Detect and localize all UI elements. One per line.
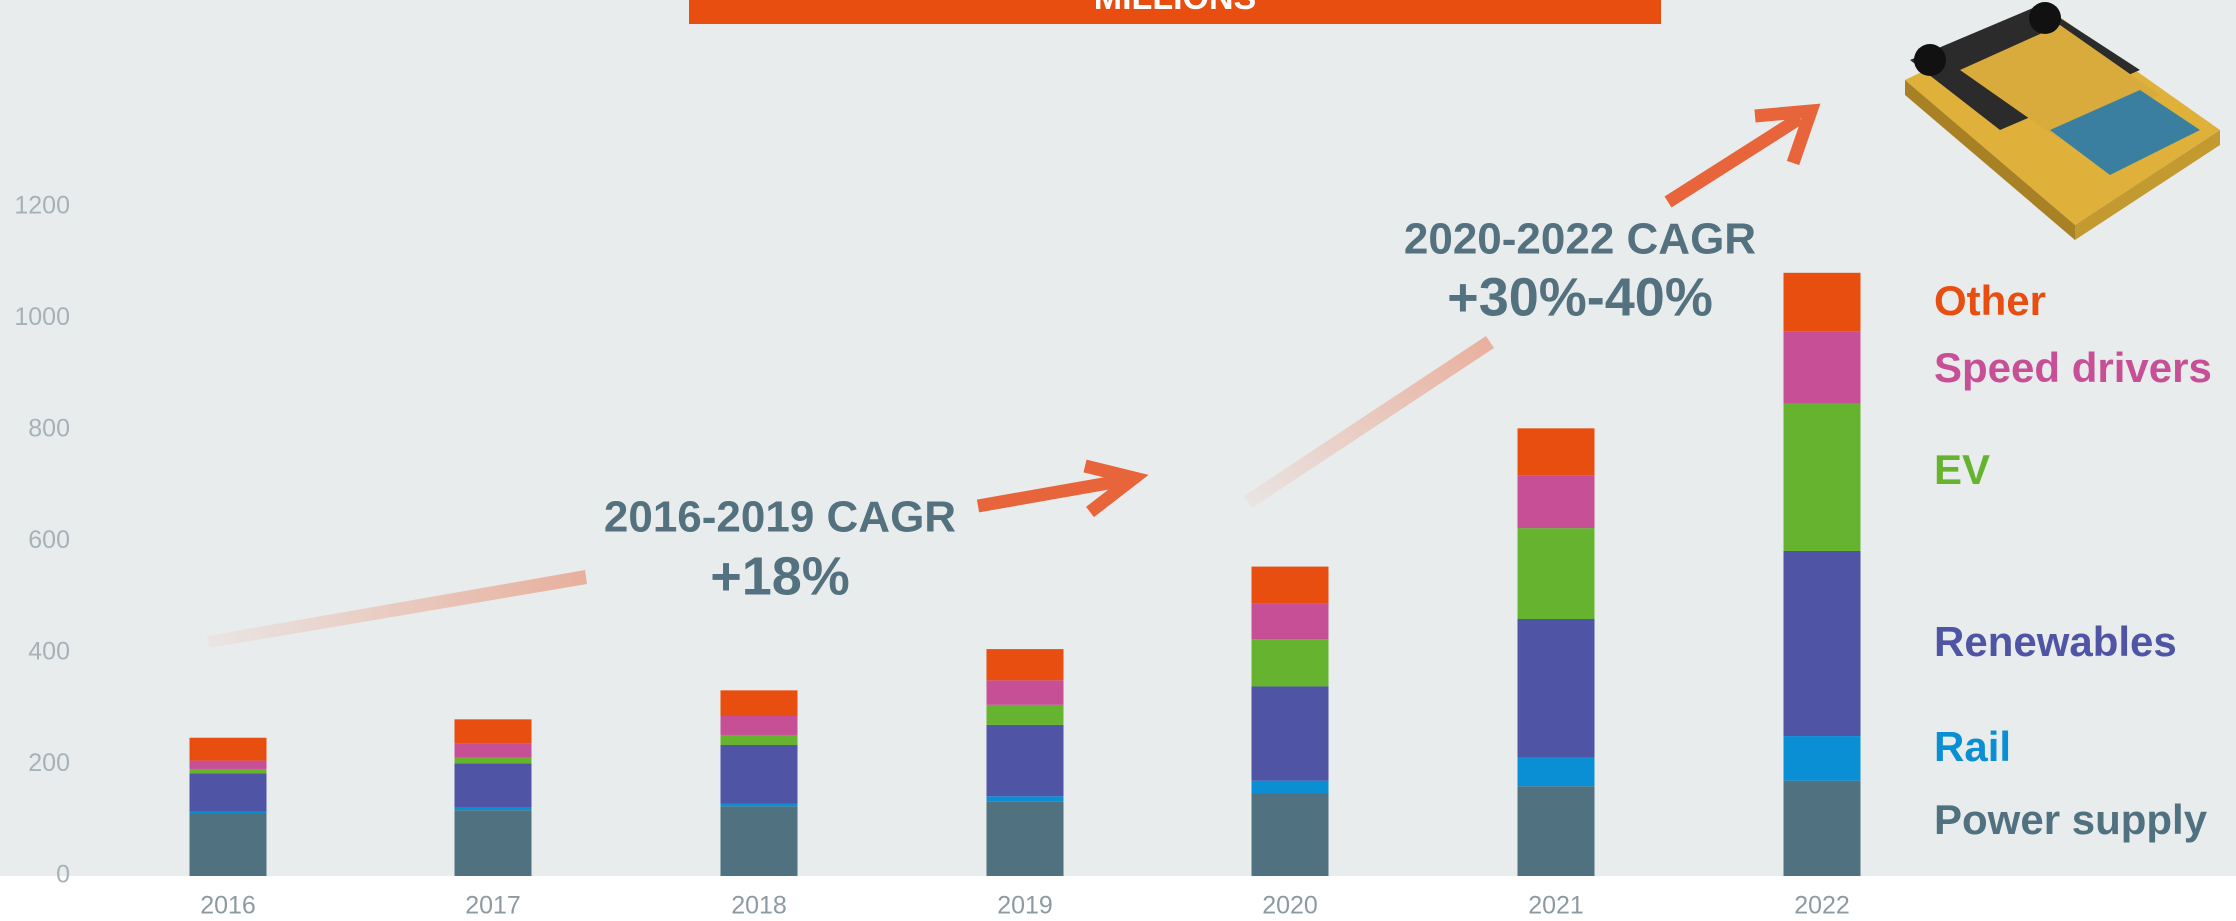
legend-label: Other xyxy=(1934,277,2046,324)
bar-segment xyxy=(1251,603,1329,640)
bar-segment xyxy=(720,803,798,807)
bar-segment xyxy=(720,806,798,876)
bar-segment xyxy=(1517,786,1595,876)
arrow-head xyxy=(1083,459,1149,518)
chart-title: MILLIONS xyxy=(1094,0,1256,17)
bar-segment xyxy=(1783,736,1861,781)
bar-segment xyxy=(1783,780,1861,876)
bar-segment xyxy=(720,715,798,735)
bar-segment xyxy=(454,719,532,744)
bar-segment xyxy=(1251,780,1329,794)
y-tick-label: 1000 xyxy=(14,303,70,331)
bar-segment xyxy=(454,810,532,876)
bar-segment xyxy=(1517,428,1595,476)
module-illustration xyxy=(1905,2,2220,240)
bar-segment xyxy=(720,734,798,745)
bar-segment xyxy=(1517,475,1595,529)
bar-segment xyxy=(986,649,1064,681)
bar-segment xyxy=(454,807,532,811)
bar-segment xyxy=(189,813,267,876)
bar-segment xyxy=(1517,757,1595,787)
y-tick-label: 0 xyxy=(56,861,70,889)
trend-fade xyxy=(1244,336,1494,508)
annotation: +30%-40% xyxy=(1447,267,1713,327)
title-banner xyxy=(689,0,1661,24)
annotation: +18% xyxy=(710,546,850,606)
x-tick-label: 2016 xyxy=(200,892,256,920)
bar-segment xyxy=(1251,793,1329,876)
bar-segment xyxy=(454,743,532,758)
y-tick-label: 400 xyxy=(28,638,70,666)
bar-segment xyxy=(1251,686,1329,781)
plot-background xyxy=(0,0,2236,876)
bar-segment xyxy=(986,796,1064,802)
bar-segment xyxy=(189,768,267,774)
y-tick-label: 800 xyxy=(28,415,70,443)
legend-label: Speed drivers xyxy=(1934,344,2212,391)
bar-segment xyxy=(720,744,798,804)
bar-segment xyxy=(720,690,798,716)
bar-segment xyxy=(189,811,267,814)
bar-segment xyxy=(1517,618,1595,758)
bar-segment xyxy=(986,704,1064,725)
bar-segment xyxy=(1783,331,1861,404)
annotation: 2016-2019 CAGR xyxy=(604,493,956,542)
bar-segment xyxy=(1517,528,1595,619)
x-tick-label: 2021 xyxy=(1528,892,1584,920)
bar-segment xyxy=(189,773,267,812)
bar-segment xyxy=(454,757,532,764)
bar-segment xyxy=(1251,566,1329,604)
x-tick-label: 2017 xyxy=(465,892,521,920)
axis-background xyxy=(0,876,2236,921)
bar-segment xyxy=(1783,403,1861,551)
x-tick-label: 2018 xyxy=(731,892,787,920)
bar-segment xyxy=(986,724,1064,797)
trend-arrow xyxy=(976,474,1122,513)
annotation: 2020-2022 CAGR xyxy=(1404,215,1756,264)
legend-label: Rail xyxy=(1934,723,2011,770)
bar-segment xyxy=(454,763,532,808)
x-tick-label: 2019 xyxy=(997,892,1053,920)
x-tick-label: 2020 xyxy=(1262,892,1318,920)
legend-label: Renewables xyxy=(1934,618,2177,665)
bar-segment xyxy=(1783,272,1861,332)
arrow-head xyxy=(1754,103,1821,166)
y-tick-label: 600 xyxy=(28,526,70,554)
bar-segment xyxy=(986,680,1064,705)
trend-fade xyxy=(207,570,587,648)
bar-segment xyxy=(1783,550,1861,737)
trend-arrow xyxy=(1664,112,1804,208)
y-tick-label: 200 xyxy=(28,749,70,777)
y-tick-label: 1200 xyxy=(14,192,70,220)
bar-segment xyxy=(189,760,267,769)
bar-segment xyxy=(986,801,1064,876)
legend-label: EV xyxy=(1934,446,1990,493)
bar-segment xyxy=(189,737,267,761)
legend-label: Power supply xyxy=(1934,796,2208,843)
x-tick-label: 2022 xyxy=(1794,892,1850,920)
bar-segment xyxy=(1251,639,1329,687)
